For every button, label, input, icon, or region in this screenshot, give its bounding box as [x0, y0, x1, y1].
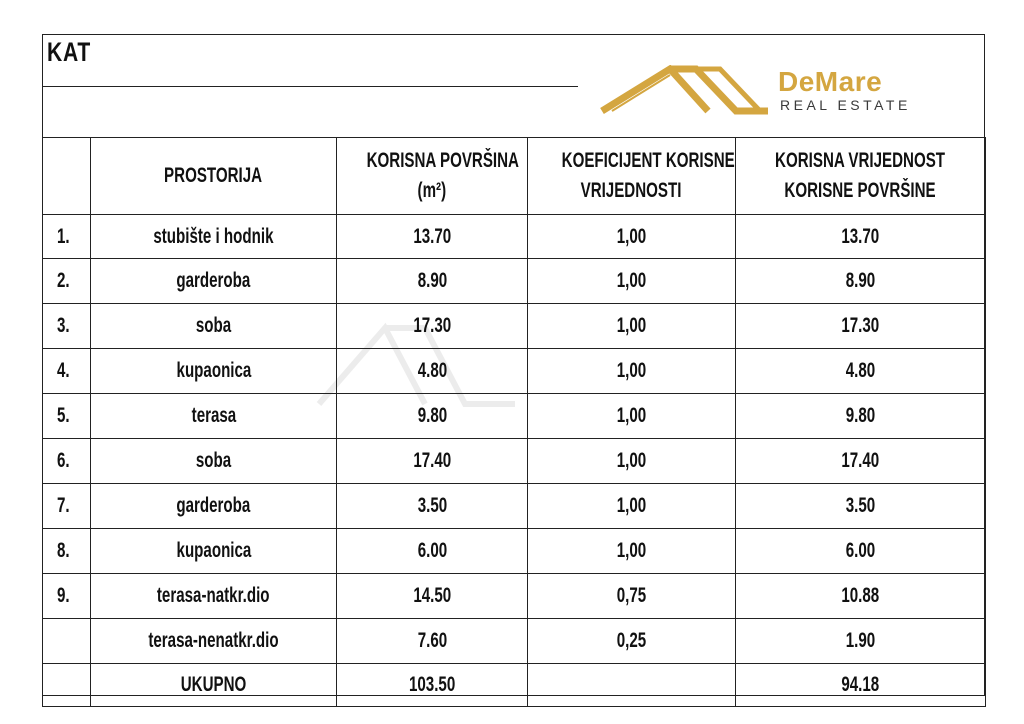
- room-coefficient: 1,00: [527, 258, 736, 304]
- row-number: 2.: [42, 258, 91, 304]
- brand-subtitle: REAL ESTATE: [780, 97, 911, 113]
- total-coefficient: [527, 663, 736, 707]
- room-name: soba: [90, 303, 337, 349]
- room-coefficient: 1,00: [527, 483, 736, 529]
- section-title: KAT: [47, 37, 92, 67]
- room-coefficient: 1,00: [527, 438, 736, 484]
- header-room: PROSTORIJA: [90, 137, 337, 215]
- room-area: 3.50: [336, 483, 528, 529]
- room-coefficient: 1,00: [527, 303, 736, 349]
- row-number: 5.: [42, 393, 91, 439]
- room-name: terasa: [90, 393, 337, 439]
- room-value: 9.80: [735, 393, 986, 439]
- row-number: 9.: [42, 573, 91, 619]
- brand-logo: DeMare REAL ESTATE: [600, 65, 945, 115]
- row-number: 6.: [42, 438, 91, 484]
- table-row: 3. soba 17.30 1,00 17.30: [42, 303, 986, 349]
- table-row: 6. soba 17.40 1,00 17.40: [42, 438, 986, 484]
- room-value: 1.90: [735, 618, 986, 664]
- total-value: 94.18: [735, 663, 986, 707]
- row-number: 3.: [42, 303, 91, 349]
- row-number: 4.: [42, 348, 91, 394]
- row-number: 7.: [42, 483, 91, 529]
- room-name: terasa-nenatkr.dio: [90, 618, 337, 664]
- room-value: 17.30: [735, 303, 986, 349]
- table-header-row: PROSTORIJA KORISNA POVRŠINA (m²) KOEFICI…: [42, 137, 986, 215]
- brand-name: DeMare: [778, 66, 883, 97]
- row-number: 8.: [42, 528, 91, 574]
- row-number: 1.: [42, 214, 91, 259]
- total-number: [42, 663, 91, 707]
- room-coefficient: 1,00: [527, 528, 736, 574]
- header-number: [42, 137, 91, 215]
- room-name: soba: [90, 438, 337, 484]
- area-table: PROSTORIJA KORISNA POVRŠINA (m²) KOEFICI…: [42, 137, 986, 707]
- room-area: 13.70: [336, 214, 528, 259]
- room-area: 14.50: [336, 573, 528, 619]
- room-area: 9.80: [336, 393, 528, 439]
- room-area: 7.60: [336, 618, 528, 664]
- room-area: 6.00: [336, 528, 528, 574]
- room-value: 4.80: [735, 348, 986, 394]
- table-row: 5. terasa 9.80 1,00 9.80: [42, 393, 986, 439]
- roof-logo-icon: [600, 65, 768, 115]
- room-area: 8.90: [336, 258, 528, 304]
- table-row: 1. stubište i hodnik 13.70 1,00 13.70: [42, 214, 986, 259]
- room-coefficient: 1,00: [527, 348, 736, 394]
- table-row: 7. garderoba 3.50 1,00 3.50: [42, 483, 986, 529]
- room-value: 8.90: [735, 258, 986, 304]
- room-area: 17.40: [336, 438, 528, 484]
- room-coefficient: 0,25: [527, 618, 736, 664]
- table-row: 8. kupaonica 6.00 1,00 6.00: [42, 528, 986, 574]
- header-area: KORISNA POVRŠINA (m²): [336, 137, 528, 215]
- header-coefficient: KOEFICIJENT KORISNE VRIJEDNOSTI: [527, 137, 736, 215]
- room-name: garderoba: [90, 258, 337, 304]
- room-coefficient: 1,00: [527, 214, 736, 259]
- room-value: 13.70: [735, 214, 986, 259]
- room-value: 6.00: [735, 528, 986, 574]
- room-value: 10.88: [735, 573, 986, 619]
- total-label: UKUPNO: [90, 663, 337, 707]
- room-area: 4.80: [336, 348, 528, 394]
- room-value: 3.50: [735, 483, 986, 529]
- room-name: stubište i hodnik: [90, 214, 337, 259]
- room-name: garderoba: [90, 483, 337, 529]
- total-area: 103.50: [336, 663, 528, 707]
- title-underline: [43, 86, 578, 87]
- table-row: terasa-nenatkr.dio 7.60 0,25 1.90: [42, 618, 986, 664]
- room-name: kupaonica: [90, 528, 337, 574]
- room-name: kupaonica: [90, 348, 337, 394]
- room-name: terasa-natkr.dio: [90, 573, 337, 619]
- room-coefficient: 1,00: [527, 393, 736, 439]
- table-row: 4. kupaonica 4.80 1,00 4.80: [42, 348, 986, 394]
- table-row: 2. garderoba 8.90 1,00 8.90: [42, 258, 986, 304]
- room-value: 17.40: [735, 438, 986, 484]
- row-number: [42, 618, 91, 664]
- room-coefficient: 0,75: [527, 573, 736, 619]
- header-value: KORISNA VRIJEDNOST KORISNE POVRŠINE: [735, 137, 986, 215]
- total-row: UKUPNO 103.50 94.18: [42, 663, 986, 707]
- room-area: 17.30: [336, 303, 528, 349]
- table-row: 9. terasa-natkr.dio 14.50 0,75 10.88: [42, 573, 986, 619]
